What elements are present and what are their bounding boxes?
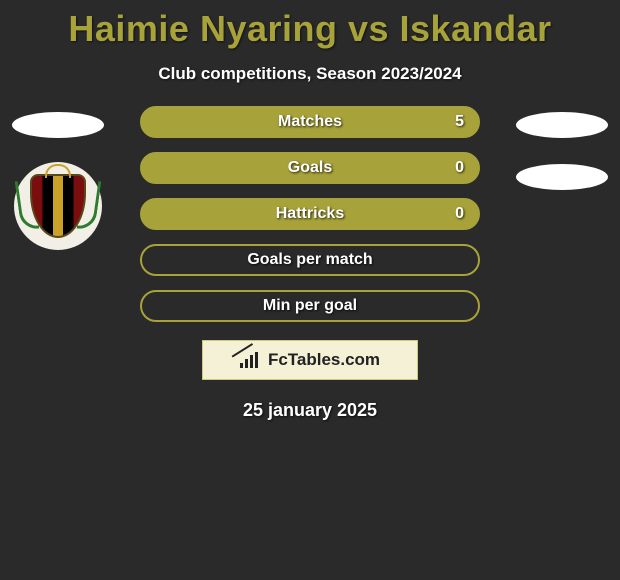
stat-label: Goals per match xyxy=(247,251,372,269)
stat-value: 0 xyxy=(455,205,464,223)
player-left-placeholder xyxy=(12,112,104,138)
right-player-column xyxy=(512,106,612,210)
club-badge-left xyxy=(14,162,102,250)
stat-bar-matches: Matches 5 xyxy=(140,106,480,138)
watermark: FcTables.com xyxy=(202,340,418,380)
stat-label: Goals xyxy=(288,159,332,177)
stat-bar-hattricks: Hattricks 0 xyxy=(140,198,480,230)
stat-label: Min per goal xyxy=(263,297,357,315)
stat-bars: Matches 5 Goals 0 Hattricks 0 Goals per … xyxy=(140,106,480,322)
stat-bar-goals-per-match: Goals per match xyxy=(140,244,480,276)
watermark-text: FcTables.com xyxy=(268,350,380,370)
stat-label: Matches xyxy=(278,113,342,131)
stat-bar-min-per-goal: Min per goal xyxy=(140,290,480,322)
subtitle: Club competitions, Season 2023/2024 xyxy=(0,64,620,84)
comparison-panel: Matches 5 Goals 0 Hattricks 0 Goals per … xyxy=(0,106,620,421)
stat-bar-goals: Goals 0 xyxy=(140,152,480,184)
date-label: 25 january 2025 xyxy=(0,400,620,421)
page-title: Haimie Nyaring vs Iskandar xyxy=(0,0,620,50)
bar-chart-icon xyxy=(240,352,262,368)
left-player-column xyxy=(8,106,108,250)
stat-value: 5 xyxy=(455,113,464,131)
player-right-placeholder xyxy=(516,112,608,138)
club-right-placeholder xyxy=(516,164,608,190)
stat-label: Hattricks xyxy=(276,205,344,223)
stat-value: 0 xyxy=(455,159,464,177)
